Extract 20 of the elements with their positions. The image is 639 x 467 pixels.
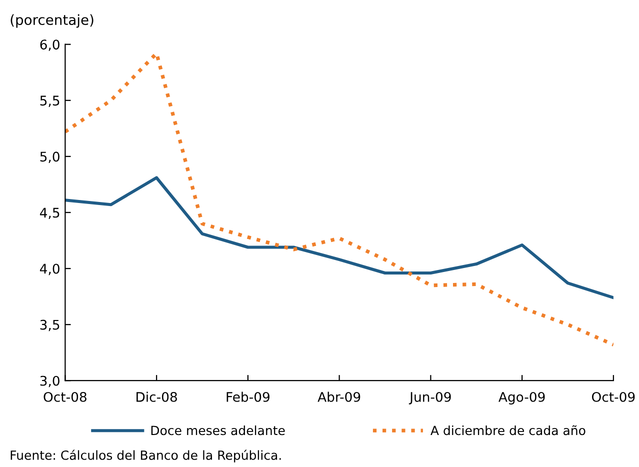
- x-tick-label: Ago-09: [498, 392, 545, 404]
- y-tick-label: 4,0: [40, 264, 60, 276]
- source-note: Fuente: Cálculos del Banco de la República.: [10, 450, 281, 462]
- y-tick-label: 5,0: [40, 152, 60, 163]
- y-axis-title: (porcentaje): [10, 14, 94, 28]
- x-tick-label: Oct-09: [592, 392, 635, 402]
- line-series: [65, 176, 614, 300]
- y-tick-label: 5,5: [40, 96, 60, 107]
- y-tick-label: 3,0: [40, 376, 60, 388]
- x-tick-label: Abr-09: [318, 392, 360, 402]
- x-tick-label: Jun-09: [408, 392, 451, 404]
- x-tick-label: Dic-08: [136, 392, 177, 402]
- y-tick-label: 3,5: [40, 320, 60, 332]
- line-series: [65, 52, 614, 347]
- x-tick-label: Feb-09: [226, 392, 270, 402]
- y-tick-label: 6,0: [40, 40, 60, 51]
- y-tick-label: 4,5: [40, 208, 60, 220]
- legend-label: A diciembre de cada año: [430, 425, 586, 436]
- legend-label: Doce meses adelante: [151, 425, 285, 436]
- x-tick-label: Oct-08: [44, 392, 86, 402]
